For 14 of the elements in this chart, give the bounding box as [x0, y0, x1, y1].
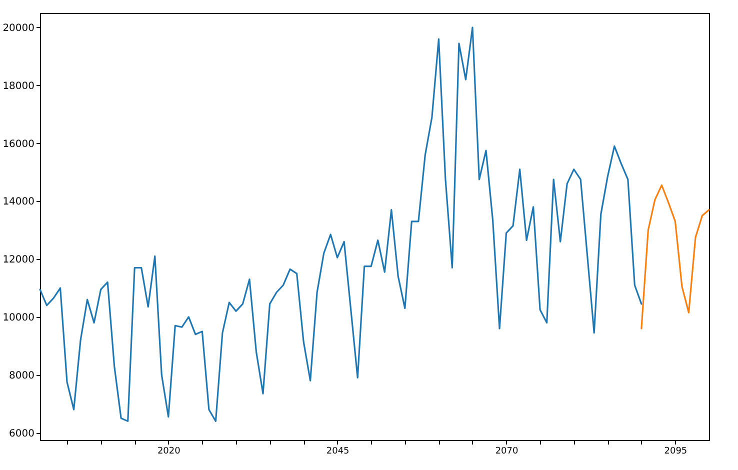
y-tick-label: 12000 [2, 254, 34, 266]
x-tick-label: 2095 [664, 446, 688, 456]
y-tick-label: 14000 [2, 196, 34, 208]
x-tick-label: 2045 [326, 446, 350, 456]
y-tick-label: 20000 [2, 22, 34, 34]
y-tick-label: 6000 [9, 428, 34, 440]
line-series [39, 26, 642, 422]
x-tick-label: 2020 [157, 446, 181, 456]
y-tick-label: 16000 [2, 138, 34, 150]
y-tick-label: 18000 [2, 80, 34, 92]
x-tick-label: 2070 [495, 446, 518, 456]
y-tick-label: 8000 [9, 370, 34, 382]
y-tick-label: 10000 [2, 312, 34, 324]
line-series [640, 184, 710, 330]
